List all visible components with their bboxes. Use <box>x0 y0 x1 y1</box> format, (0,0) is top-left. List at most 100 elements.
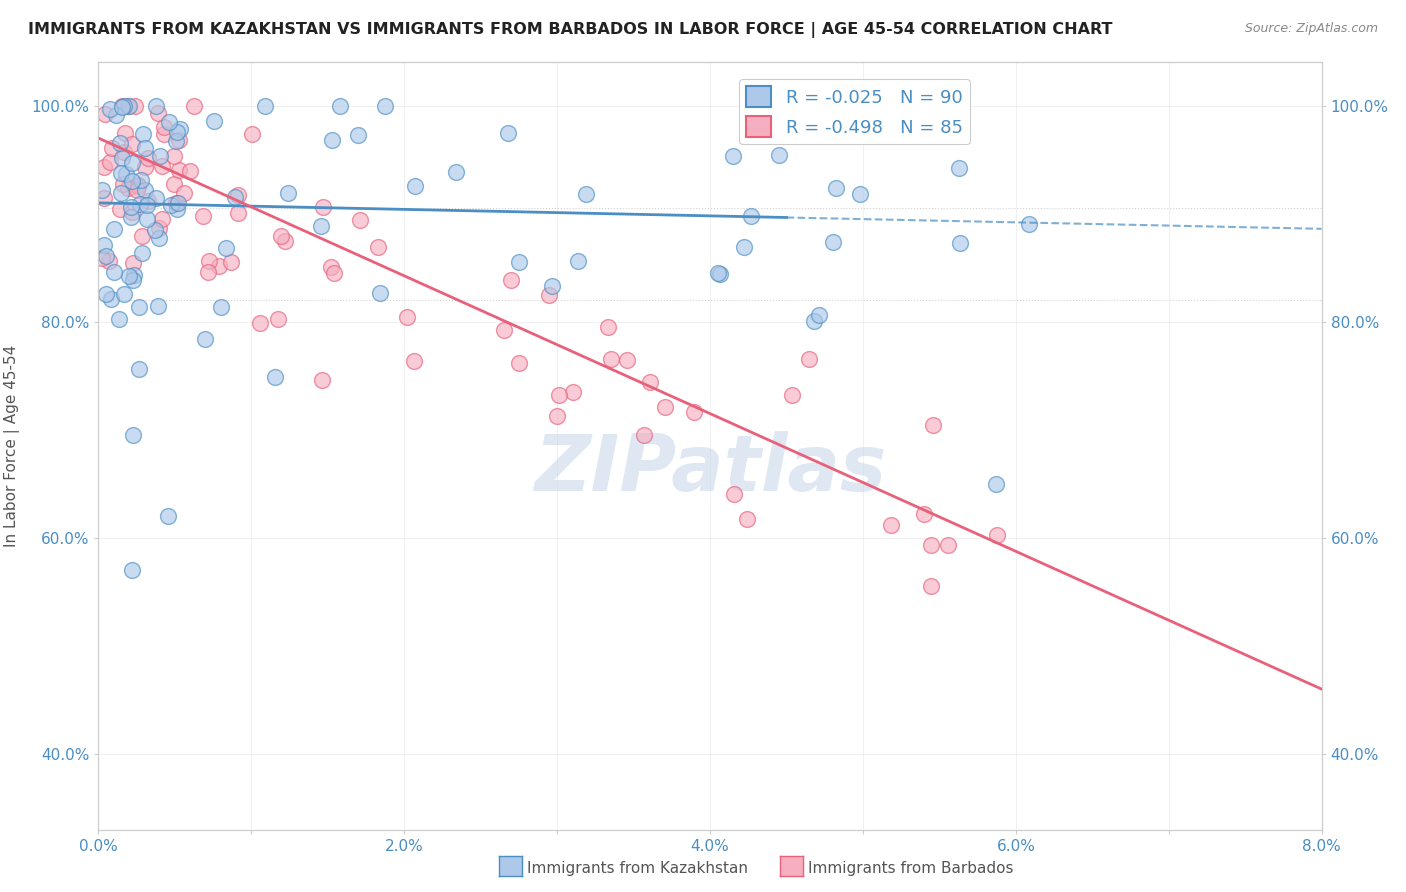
Y-axis label: In Labor Force | Age 45-54: In Labor Force | Age 45-54 <box>4 345 20 547</box>
Point <box>136 194 159 208</box>
Point <box>166 202 188 216</box>
Point <box>136 198 159 212</box>
Point <box>108 312 131 326</box>
Point <box>270 229 292 244</box>
Point <box>121 156 143 170</box>
Point <box>108 136 131 150</box>
Point <box>114 127 136 141</box>
Text: Source: ZipAtlas.com: Source: ZipAtlas.com <box>1244 22 1378 36</box>
Point <box>179 164 201 178</box>
Point <box>118 98 141 112</box>
Point <box>146 105 169 120</box>
Point <box>654 401 676 415</box>
Point <box>165 134 187 148</box>
Point <box>984 476 1007 491</box>
Point <box>173 186 195 200</box>
Point <box>111 151 134 165</box>
Point <box>111 98 134 112</box>
Point <box>100 154 122 169</box>
Point <box>709 267 731 281</box>
Point <box>803 314 825 328</box>
Point <box>1018 217 1040 231</box>
Point <box>499 273 522 287</box>
Point <box>149 149 172 163</box>
Point <box>112 287 135 301</box>
Point <box>108 202 131 216</box>
Point <box>922 417 945 432</box>
Point <box>825 181 848 195</box>
Point <box>211 300 233 314</box>
Point <box>312 200 335 214</box>
Point <box>494 323 516 337</box>
Point <box>633 428 655 442</box>
Point <box>986 528 1008 542</box>
Point <box>93 191 115 205</box>
Point <box>766 109 789 123</box>
Point <box>103 265 125 279</box>
Point <box>735 512 758 526</box>
Point <box>780 387 803 401</box>
Point <box>128 361 150 376</box>
Point <box>508 254 530 268</box>
Point <box>122 268 145 282</box>
Point <box>396 310 419 324</box>
Point <box>129 197 152 211</box>
Point <box>912 508 935 522</box>
Point <box>920 538 942 552</box>
Point <box>91 251 114 265</box>
Point <box>249 316 271 330</box>
Point <box>131 246 153 260</box>
Point <box>322 266 344 280</box>
Point <box>920 579 942 593</box>
Point <box>807 308 830 322</box>
Point <box>150 159 173 173</box>
Point <box>264 370 287 384</box>
Point <box>226 188 249 202</box>
Point <box>240 128 263 142</box>
Point <box>547 387 569 401</box>
Point <box>143 223 166 237</box>
Point <box>202 113 225 128</box>
Point <box>329 98 352 112</box>
Point <box>93 160 115 174</box>
Point <box>311 219 333 233</box>
Point <box>367 240 389 254</box>
Point <box>96 287 118 301</box>
Point <box>112 98 135 112</box>
Point <box>311 373 333 387</box>
Point <box>103 221 125 235</box>
Point <box>120 201 142 215</box>
Point <box>575 187 598 202</box>
Point <box>848 187 870 202</box>
Point <box>112 177 135 191</box>
Point <box>616 352 638 367</box>
Point <box>160 198 183 212</box>
Point <box>136 151 159 165</box>
Point <box>101 141 124 155</box>
Point <box>121 563 143 577</box>
Point <box>496 126 519 140</box>
Point <box>135 212 157 227</box>
Legend: R = -0.025   N = 90, R = -0.498   N = 85: R = -0.025 N = 90, R = -0.498 N = 85 <box>740 79 970 145</box>
Point <box>194 332 217 346</box>
Text: ZIPatlas: ZIPatlas <box>534 431 886 507</box>
Point <box>112 145 135 159</box>
Point <box>124 98 146 112</box>
Point <box>215 241 238 255</box>
Point <box>444 164 467 178</box>
Point <box>219 254 242 268</box>
Point <box>145 191 167 205</box>
Point <box>183 98 205 112</box>
Point <box>880 518 903 533</box>
Point <box>128 301 150 315</box>
Point <box>148 231 170 245</box>
Point <box>134 141 156 155</box>
Point <box>110 166 132 180</box>
Point <box>733 240 755 254</box>
Point <box>148 299 170 313</box>
Text: Immigrants from Kazakhstan: Immigrants from Kazakhstan <box>527 862 748 876</box>
Point <box>132 128 155 142</box>
Point <box>253 98 276 112</box>
Point <box>721 148 744 162</box>
Point <box>115 167 138 181</box>
